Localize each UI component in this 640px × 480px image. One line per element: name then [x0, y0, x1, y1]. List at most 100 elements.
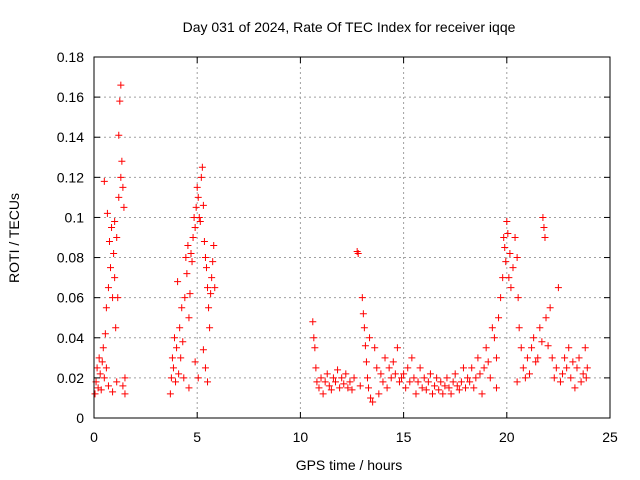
data-point: [118, 157, 126, 165]
data-point: [119, 382, 127, 390]
data-point: [206, 324, 214, 332]
data-point: [100, 374, 108, 382]
data-point: [93, 364, 101, 372]
data-point: [499, 274, 507, 282]
data-point: [422, 386, 430, 394]
data-point: [177, 354, 185, 362]
data-point: [486, 374, 494, 382]
data-point: [420, 374, 428, 382]
data-point: [362, 358, 370, 366]
data-point: [391, 370, 399, 378]
data-point: [111, 274, 119, 282]
data-point: [490, 334, 498, 342]
data-point: [550, 374, 558, 382]
data-point: [200, 238, 208, 246]
data-point: [309, 318, 317, 326]
data-point: [319, 390, 327, 398]
data-point: [377, 370, 385, 378]
axis-ticks: [93, 56, 611, 419]
y-tick-label: 0.1: [65, 209, 85, 225]
data-point: [315, 384, 323, 392]
data-point: [172, 378, 180, 386]
data-point: [98, 358, 106, 366]
data-point: [211, 284, 219, 292]
data-point: [344, 384, 352, 392]
data-point: [408, 354, 416, 362]
data-point: [186, 290, 194, 298]
data-point: [575, 354, 583, 362]
y-tick-label: 0.06: [57, 290, 84, 306]
data-point: [96, 370, 104, 378]
data-point: [175, 370, 183, 378]
y-tick-label: 0.12: [57, 169, 84, 185]
data-point: [331, 378, 339, 386]
data-point: [100, 177, 108, 185]
data-point: [166, 390, 174, 398]
data-point: [105, 238, 113, 246]
data-point: [492, 354, 500, 362]
data-point: [569, 358, 577, 366]
data-point: [565, 344, 573, 352]
data-point: [480, 364, 488, 372]
data-point: [367, 394, 375, 402]
data-point: [99, 344, 107, 352]
data-point: [191, 358, 199, 366]
x-tick-label: 20: [499, 429, 515, 445]
data-point: [416, 364, 424, 372]
data-point: [363, 374, 371, 382]
y-tick-label: 0.04: [57, 330, 84, 346]
data-point: [95, 354, 103, 362]
y-tick-label: 0.08: [57, 250, 84, 266]
data-point: [466, 378, 474, 386]
y-tick-label: 0.02: [57, 370, 84, 386]
data-point: [521, 374, 529, 382]
x-tick-label: 25: [602, 429, 618, 445]
data-point: [104, 284, 112, 292]
data-point: [395, 378, 403, 386]
data-point: [532, 358, 540, 366]
data-point: [526, 370, 534, 378]
data-point: [492, 384, 500, 392]
x-tick-label: 5: [193, 429, 201, 445]
data-point: [513, 378, 521, 386]
data-point: [342, 370, 350, 378]
data-point: [500, 234, 508, 241]
data-point: [193, 183, 201, 191]
data-point: [428, 390, 436, 398]
data-point: [567, 374, 575, 382]
data-point: [334, 366, 342, 374]
data-point: [113, 378, 121, 386]
data-point: [340, 380, 348, 388]
data-point: [400, 370, 408, 378]
data-point: [107, 264, 115, 272]
data-point: [435, 386, 443, 394]
y-tick-label: 0.18: [57, 49, 84, 65]
data-point: [184, 242, 192, 250]
data-point: [472, 374, 480, 382]
data-point: [548, 354, 556, 362]
data-point: [373, 364, 381, 372]
data-point: [114, 294, 122, 302]
grid-lines: [94, 57, 610, 418]
data-point: [519, 364, 527, 372]
data-point: [538, 338, 546, 346]
data-point: [189, 234, 197, 241]
data-point: [517, 344, 525, 352]
data-point: [387, 374, 395, 382]
data-point: [571, 384, 579, 392]
data-point: [311, 344, 319, 352]
data-point: [563, 364, 571, 372]
data-point: [185, 314, 193, 322]
data-point: [371, 344, 379, 352]
data-point: [174, 278, 182, 286]
data-point: [356, 382, 364, 390]
data-point: [393, 344, 401, 352]
data-point: [506, 250, 514, 258]
data-point: [528, 344, 536, 352]
data-point: [313, 378, 321, 386]
data-point: [167, 374, 175, 382]
data-point: [542, 314, 550, 322]
data-point: [554, 284, 562, 292]
data-point: [455, 386, 463, 394]
data-point: [115, 131, 123, 139]
